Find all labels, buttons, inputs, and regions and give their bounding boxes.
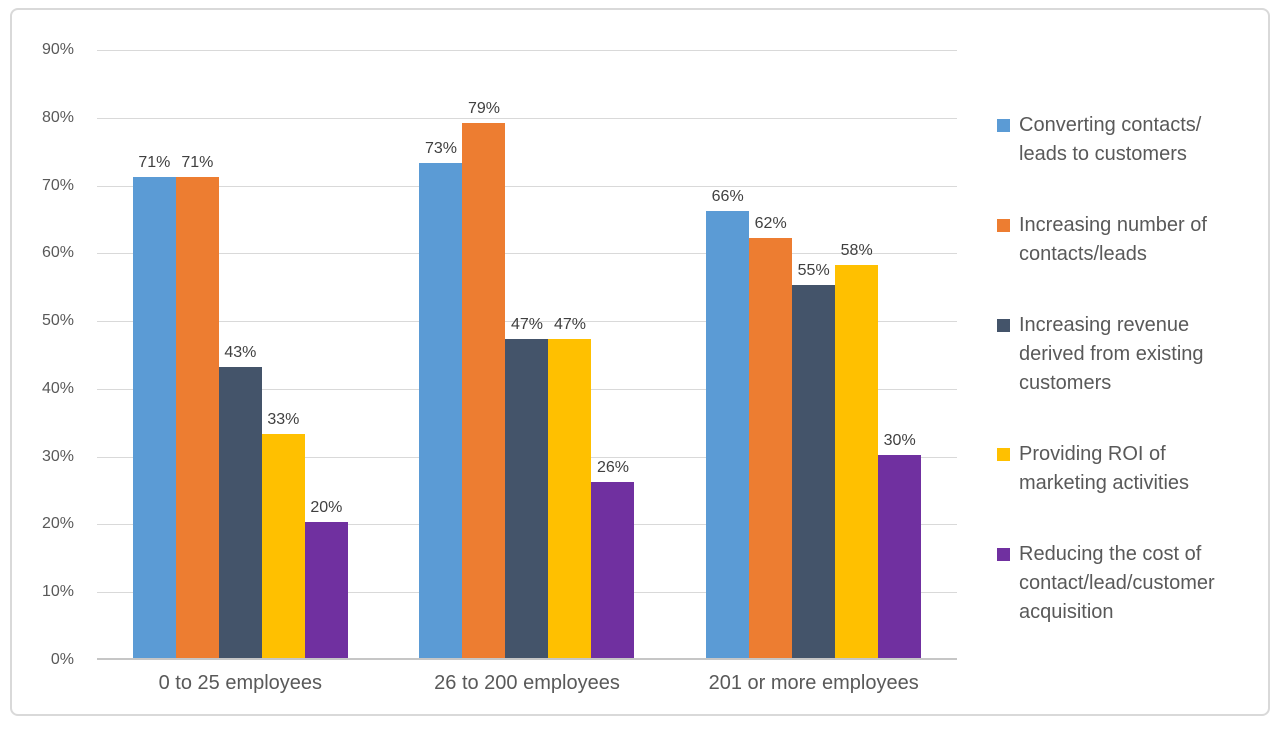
legend-label: Converting contacts/leads to customers bbox=[1019, 111, 1201, 169]
bar-converting-contacts/leads bbox=[706, 210, 750, 658]
bar-converting-contacts/leads bbox=[419, 163, 463, 658]
y-axis-tick-label: 30% bbox=[41, 447, 74, 465]
bar-reducing-the bbox=[591, 481, 635, 658]
data-label: 47% bbox=[510, 316, 543, 334]
bar-reducing-the bbox=[304, 522, 348, 658]
legend-label: Providing ROI of marketing activities bbox=[1019, 440, 1189, 498]
data-label: 79% bbox=[467, 99, 500, 117]
data-label: 20% bbox=[310, 499, 343, 517]
bar-column: 30% bbox=[878, 50, 922, 658]
bar-column: 20% bbox=[304, 50, 348, 658]
legend-item-5: Reducing the cost of contact/lead/custome… bbox=[997, 540, 1275, 627]
legend-swatch-icon bbox=[997, 448, 1010, 461]
y-axis-tick-label: 10% bbox=[41, 583, 74, 601]
data-label: 73% bbox=[424, 140, 457, 158]
x-axis-category-label: 201 or more employees bbox=[708, 672, 919, 694]
legend-label-line: contacts/leads bbox=[1019, 243, 1147, 265]
bar-providing-roi bbox=[548, 339, 592, 658]
data-label: 55% bbox=[797, 262, 830, 280]
legend-label-line: marketing activities bbox=[1019, 472, 1190, 494]
bar-converting-contacts/leads bbox=[132, 176, 176, 658]
y-axis-tick-label: 50% bbox=[41, 312, 74, 330]
y-axis-tick-label: 40% bbox=[41, 379, 74, 397]
legend-swatch-icon bbox=[997, 319, 1010, 332]
data-label: 30% bbox=[883, 431, 916, 449]
legend-label: Increasing number of contacts/leads bbox=[1019, 211, 1207, 269]
x-axis-category-label: 26 to 200 employees bbox=[434, 672, 620, 694]
legend-label: Increasing revenue derived from existing c… bbox=[1019, 311, 1204, 398]
data-label: 26% bbox=[596, 458, 629, 476]
legend-label-line: customers bbox=[1019, 372, 1112, 394]
legend-label: Reducing the cost of contact/lead/custome… bbox=[1019, 540, 1215, 627]
gridline-70 bbox=[97, 185, 957, 187]
legend-item-3: Increasing revenue derived from existing c… bbox=[997, 311, 1275, 398]
legend-label-line: acquisition bbox=[1019, 601, 1114, 623]
bar-column: 43% bbox=[218, 50, 262, 658]
data-label: 62% bbox=[754, 214, 787, 232]
y-axis-tick-label: 90% bbox=[41, 41, 74, 58]
gridline-50 bbox=[97, 321, 957, 323]
legend-label-line: leads to customers bbox=[1019, 143, 1187, 165]
bar-group-1: 71% 71% 43% 33% 20% bbox=[97, 50, 384, 658]
y-axis-tick-label: 60% bbox=[41, 244, 74, 262]
legend-swatch-icon bbox=[997, 119, 1010, 132]
gridline-90 bbox=[97, 50, 957, 51]
data-label: 58% bbox=[840, 241, 873, 259]
data-label: 71% bbox=[181, 153, 214, 171]
legend-label-line: Reducing the cost of bbox=[1019, 543, 1202, 565]
bar-column: 79% bbox=[462, 50, 506, 658]
legend-label-line: derived from existing bbox=[1019, 343, 1204, 365]
legend-label-line: contact/lead/customer bbox=[1019, 572, 1215, 594]
bar-group-2: 73% 79% 47% 47% 26% bbox=[384, 50, 671, 658]
bar-providing-roi bbox=[835, 264, 879, 658]
legend-item-4: Providing ROI of marketing activities bbox=[997, 440, 1275, 498]
bar-column: 62% bbox=[749, 50, 793, 658]
bar-increasing-number bbox=[175, 176, 219, 658]
bar-increasing-number bbox=[749, 237, 793, 658]
bar-column: 47% bbox=[548, 50, 592, 658]
y-axis-tick-label: 0% bbox=[50, 651, 74, 668]
bar-column: 66% bbox=[706, 50, 750, 658]
gridline-80 bbox=[97, 117, 957, 119]
data-label: 71% bbox=[138, 153, 171, 171]
bar-group-3: 66% 62% 55% 58% 30% bbox=[670, 50, 957, 658]
y-axis-tick-label: 20% bbox=[41, 515, 74, 533]
legend-label-line: Increasing number of bbox=[1019, 214, 1207, 236]
bar-increasing-number bbox=[462, 122, 506, 658]
bar-column: 58% bbox=[835, 50, 879, 658]
data-label: 66% bbox=[711, 187, 744, 205]
legend: Converting contacts/leads to customers In… bbox=[997, 111, 1275, 627]
bar-increasing-revenue bbox=[505, 339, 549, 658]
bar-column: 73% bbox=[419, 50, 463, 658]
bar-column: 71% bbox=[132, 50, 176, 658]
gridline-60 bbox=[97, 253, 957, 255]
x-axis-category-label: 0 to 25 employees bbox=[158, 672, 323, 694]
y-axis-tick-label: 70% bbox=[41, 176, 74, 194]
bar-column: 55% bbox=[792, 50, 836, 658]
chart-frame: 71% 71% 43% 33% 20% 73% 79% 47% 47% 26% 66% 62% 55% 5… bbox=[10, 8, 1270, 716]
bar-column: 33% bbox=[261, 50, 305, 658]
legend-label-line: Providing ROI of bbox=[1019, 443, 1166, 465]
bar-increasing-revenue bbox=[218, 366, 262, 658]
bar-providing-roi bbox=[261, 434, 305, 658]
bar-column: 47% bbox=[505, 50, 549, 658]
legend-item-1: Converting contacts/leads to customers bbox=[997, 111, 1275, 169]
bar-increasing-revenue bbox=[792, 285, 836, 658]
legend-item-2: Increasing number of contacts/leads bbox=[997, 211, 1275, 269]
legend-swatch-icon bbox=[997, 219, 1010, 232]
plot-area: 71% 71% 43% 33% 20% 73% 79% 47% 47% 26% 66% 62% 55% 5… bbox=[97, 50, 957, 660]
legend-label-line: Increasing revenue bbox=[1019, 314, 1190, 336]
y-axis-tick-label: 80% bbox=[41, 108, 74, 126]
data-label: 47% bbox=[553, 316, 586, 334]
bar-reducing-the bbox=[878, 454, 922, 658]
data-label: 43% bbox=[224, 343, 257, 361]
bar-column: 71% bbox=[175, 50, 219, 658]
bar-column: 26% bbox=[591, 50, 635, 658]
legend-label-line: Converting contacts/ bbox=[1019, 114, 1202, 136]
data-label: 33% bbox=[267, 411, 300, 429]
legend-swatch-icon bbox=[997, 548, 1010, 561]
